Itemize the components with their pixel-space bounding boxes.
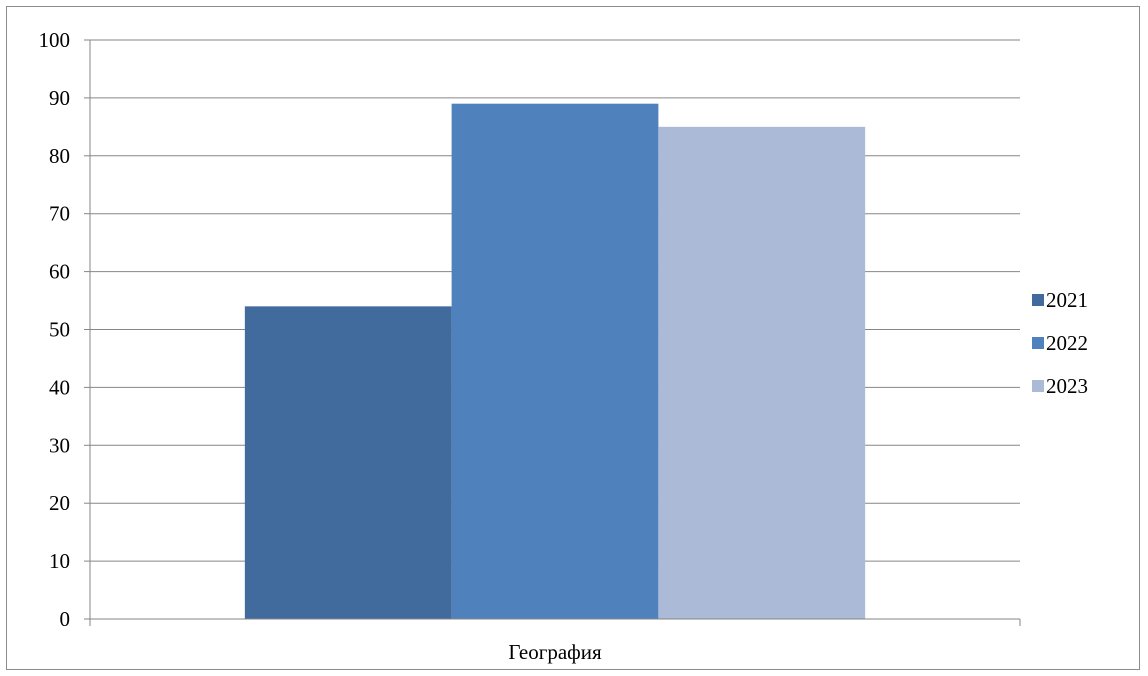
- bar-2021: [244, 306, 452, 619]
- y-tick-label: 50: [49, 318, 70, 342]
- legend-label-2023: 2023: [1046, 374, 1088, 398]
- y-tick-label: 0: [60, 607, 71, 631]
- bar-2022: [451, 103, 659, 619]
- y-tick-label: 60: [49, 260, 70, 284]
- bars: [244, 103, 866, 619]
- y-tick-label: 30: [49, 433, 70, 457]
- axes: [84, 39, 1021, 626]
- y-tick-labels: 0 10 20 30 40 50 60 70 80 90 100: [39, 28, 71, 631]
- y-tick-label: 100: [39, 28, 71, 52]
- legend: 2021 2022 2023: [1032, 288, 1088, 398]
- legend-label-2022: 2022: [1046, 331, 1088, 355]
- x-tick-label: География: [508, 640, 602, 664]
- y-tick-label: 80: [49, 144, 70, 168]
- x-tick-labels: География: [508, 640, 602, 664]
- legend-swatch-2022: [1032, 337, 1044, 349]
- legend-swatch-2021: [1032, 294, 1044, 306]
- legend-label-2021: 2021: [1046, 288, 1088, 312]
- y-tick-label: 90: [49, 86, 70, 110]
- y-tick-label: 10: [49, 549, 70, 573]
- y-tick-label: 20: [49, 491, 70, 515]
- legend-swatch-2023: [1032, 380, 1044, 392]
- bar-2023: [658, 126, 866, 619]
- y-tick-label: 40: [49, 375, 70, 399]
- y-tick-label: 70: [49, 202, 70, 226]
